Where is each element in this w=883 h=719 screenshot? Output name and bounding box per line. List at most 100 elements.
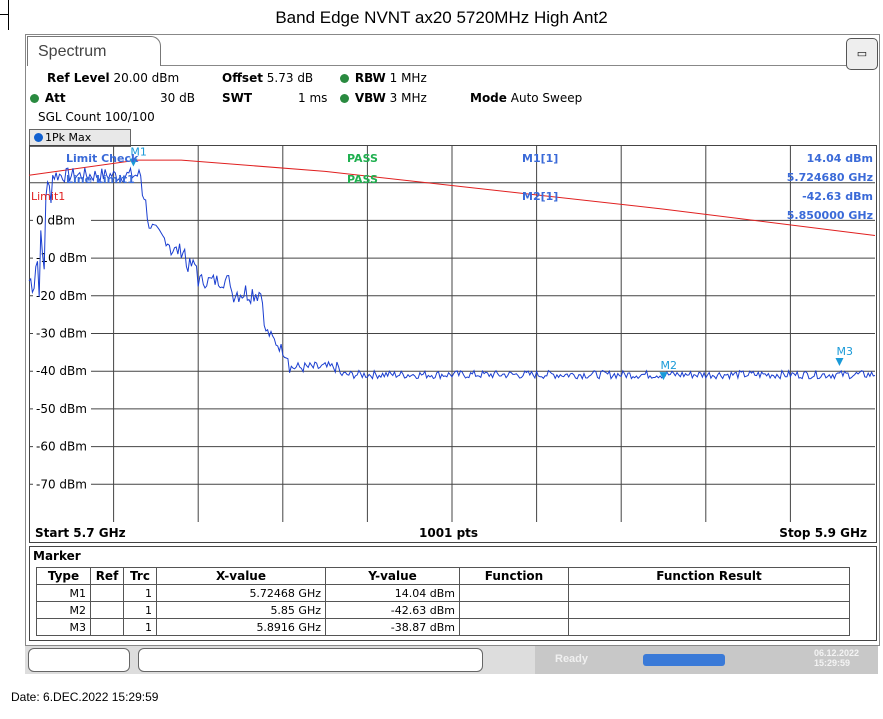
marker-m1-label: M1 <box>130 145 147 158</box>
swt-value: 1 ms <box>298 91 328 105</box>
status-date: 06.12.2022 <box>814 648 860 658</box>
y-tick-label-bg <box>33 363 91 378</box>
marker-table-header: Type Ref Trc X-value Y-value Function Fu… <box>36 567 850 585</box>
y-tick-label: -50 dBm <box>36 402 87 416</box>
cell-function-result <box>568 584 850 602</box>
marker-m2-label: M2 <box>661 359 678 372</box>
cell-type: M1 <box>36 584 91 602</box>
stop-frequency: Stop 5.9 GHz <box>779 526 867 540</box>
cell-x-value: 5.85 GHz <box>156 601 326 619</box>
y-tick-label-bg <box>33 438 91 453</box>
status-bar: Ready 06.12.2022 15:29:59 <box>25 646 878 674</box>
crop-mark <box>0 14 8 15</box>
cell-function <box>459 601 569 619</box>
markers-group: M1 M2 M3 <box>129 145 853 381</box>
offset: Offset 5.73 dB <box>222 71 313 85</box>
plot-area-border <box>29 145 877 543</box>
y-tick-label: -60 dBm <box>36 440 87 454</box>
y-tick-label-bg <box>33 287 91 302</box>
ref-level: Ref Level 20.00 dBm <box>47 71 179 85</box>
limit1-label: Limit1 <box>31 190 65 203</box>
marker-m3-icon <box>835 357 844 366</box>
y-tick-labels: 0 dBm -10 dBm -20 dBm -30 dBm -40 dBm -50 dBm… <box>33 212 91 491</box>
rbw: RBW 1 MHz <box>340 71 427 85</box>
sgl-count: SGL Count 100/100 <box>38 110 155 124</box>
chart-title: Band Edge NVNT ax20 5720MHz High Ant2 <box>275 8 608 27</box>
cell-y-value: -38.87 dBm <box>325 618 460 636</box>
trace-label: 1Pk Max <box>45 131 92 144</box>
rbw-coupled-icon <box>340 74 349 83</box>
y-tick-label: -70 dBm <box>36 477 87 491</box>
col-function: Function <box>459 567 569 585</box>
line-limit-label: Line Limit1 <box>66 173 135 186</box>
ref-level-value: 20.00 dBm <box>113 71 180 85</box>
mode: Mode Auto Sweep <box>470 91 582 105</box>
m1-readout-value: 14.04 dBm <box>807 152 873 165</box>
limit-check-label: Limit Check <box>66 152 139 165</box>
cell-function-result <box>568 618 850 636</box>
vbw-coupled-icon <box>340 94 349 103</box>
cell-trc: 1 <box>123 584 157 602</box>
tab-divider <box>161 65 878 66</box>
marker-table-panel: Marker Type Ref Trc X-value Y-value Func… <box>29 546 877 641</box>
pass-label-2: PASS <box>347 173 378 186</box>
cell-type: M2 <box>36 601 91 619</box>
trace-indicator-icon <box>34 133 43 142</box>
status-field-2[interactable] <box>138 648 483 672</box>
status-datetime: 06.12.2022 15:29:59 <box>814 648 859 668</box>
cell-x-value: 5.8916 GHz <box>156 618 326 636</box>
plot-grid <box>29 145 875 522</box>
swt-label: SWT <box>222 91 253 105</box>
status-field-1[interactable] <box>28 648 130 672</box>
marker-m2-icon <box>659 372 668 381</box>
att-value: 30 dB <box>160 91 195 105</box>
cell-type: M3 <box>36 618 91 636</box>
offset-value: 5.73 dB <box>266 71 314 85</box>
menu-icon[interactable]: ▭ <box>846 38 878 70</box>
cell-ref <box>90 584 124 602</box>
limit-line <box>28 159 876 236</box>
m2-readout-label: M2[1] <box>522 190 558 203</box>
vbw-value: 3 MHz <box>389 91 427 105</box>
m1-readout-freq: 5.724680 GHz <box>787 171 873 184</box>
cell-trc: 1 <box>123 601 157 619</box>
trace-line <box>28 166 876 381</box>
y-tick-label-bg <box>33 212 91 227</box>
y-tick-label-bg <box>33 476 91 491</box>
table-row: M3 1 5.8916 GHz -38.87 dBm <box>36 618 850 636</box>
col-function-result: Function Result <box>568 567 850 585</box>
cell-ref <box>90 601 124 619</box>
tab-spectrum[interactable]: Spectrum <box>27 36 161 66</box>
footer-date: Date: 6.DEC.2022 15:29:59 <box>11 690 159 704</box>
cell-ref <box>90 618 124 636</box>
cell-y-value: 14.04 dBm <box>325 584 460 602</box>
y-tick-label: -10 dBm <box>36 251 87 265</box>
y-tick-label: 0 dBm <box>36 213 75 227</box>
table-row: M2 1 5.85 GHz -42.63 dBm <box>36 601 850 619</box>
rbw-label: RBW <box>354 71 386 85</box>
pass-label-1: PASS <box>347 152 378 165</box>
table-row: M1 1 5.72468 GHz 14.04 dBm <box>36 584 850 602</box>
y-tick-label: -40 dBm <box>36 364 87 378</box>
rbw-value: 1 MHz <box>389 71 427 85</box>
mode-label: Mode <box>470 91 507 105</box>
y-tick-label: -20 dBm <box>36 289 87 303</box>
cell-y-value: -42.63 dBm <box>325 601 460 619</box>
vbw: VBW 3 MHz <box>340 91 427 105</box>
cell-function-result <box>568 601 850 619</box>
trace-header: 1Pk Max <box>29 129 131 147</box>
att-label: Att <box>44 91 66 105</box>
m2-readout-value: -42.63 dBm <box>802 190 873 203</box>
cell-function <box>459 618 569 636</box>
m2-readout-freq: 5.850000 GHz <box>787 209 873 222</box>
att-coupled-icon <box>30 94 39 103</box>
y-tick-label-bg <box>33 250 91 265</box>
crop-mark <box>8 0 9 30</box>
start-frequency: Start 5.7 GHz <box>35 526 126 540</box>
status-ready: Ready <box>555 653 589 665</box>
cell-x-value: 5.72468 GHz <box>156 584 326 602</box>
ref-level-label: Ref Level <box>47 71 110 85</box>
y-tick-label-bg <box>33 325 91 340</box>
marker-table: Type Ref Trc X-value Y-value Function Fu… <box>36 567 850 636</box>
